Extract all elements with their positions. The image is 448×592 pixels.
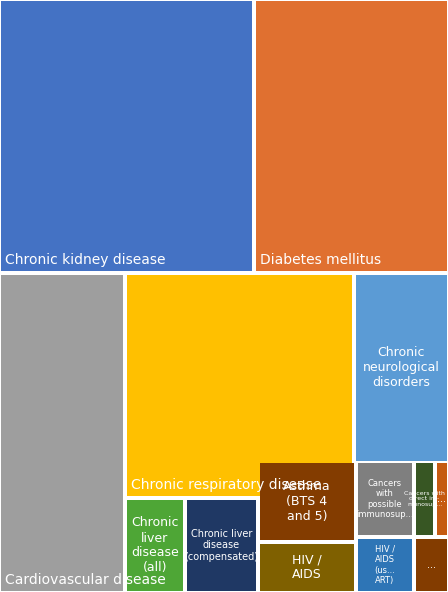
Bar <box>260 463 354 540</box>
Text: Chronic
liver
disease
(all): Chronic liver disease (all) <box>131 516 179 574</box>
Bar <box>1 1 252 271</box>
Bar <box>1 275 123 591</box>
Text: Diabetes mellitus: Diabetes mellitus <box>260 253 381 267</box>
Bar <box>127 275 352 496</box>
Text: Chronic liver
disease
(compensated): Chronic liver disease (compensated) <box>185 529 258 562</box>
Text: Cancers with
direct im-
munosup...: Cancers with direct im- munosup... <box>404 491 445 507</box>
Bar <box>260 544 354 591</box>
Text: Cardiovascular disease: Cardiovascular disease <box>5 573 166 587</box>
Bar <box>187 500 256 591</box>
Bar <box>416 463 433 535</box>
Text: ...: ... <box>438 494 447 504</box>
Bar <box>127 500 183 591</box>
Text: Chronic respiratory disease: Chronic respiratory disease <box>131 478 321 492</box>
Text: Chronic kidney disease: Chronic kidney disease <box>5 253 165 267</box>
Text: Cancers
with
possible
immunosup...: Cancers with possible immunosup... <box>356 479 414 519</box>
Bar <box>416 539 447 591</box>
Text: Asthma
(BTS 4
and 5): Asthma (BTS 4 and 5) <box>283 480 331 523</box>
Bar <box>358 463 412 535</box>
Bar <box>437 463 447 535</box>
Text: Chronic
neurological
disorders: Chronic neurological disorders <box>363 346 440 390</box>
Bar <box>358 539 412 591</box>
Text: ...: ... <box>427 560 436 570</box>
Bar <box>356 275 447 461</box>
Text: HIV /
AIDS: HIV / AIDS <box>292 554 322 581</box>
Text: HIV /
AIDS
(us...
ART): HIV / AIDS (us... ART) <box>375 545 396 585</box>
Bar <box>256 1 447 271</box>
